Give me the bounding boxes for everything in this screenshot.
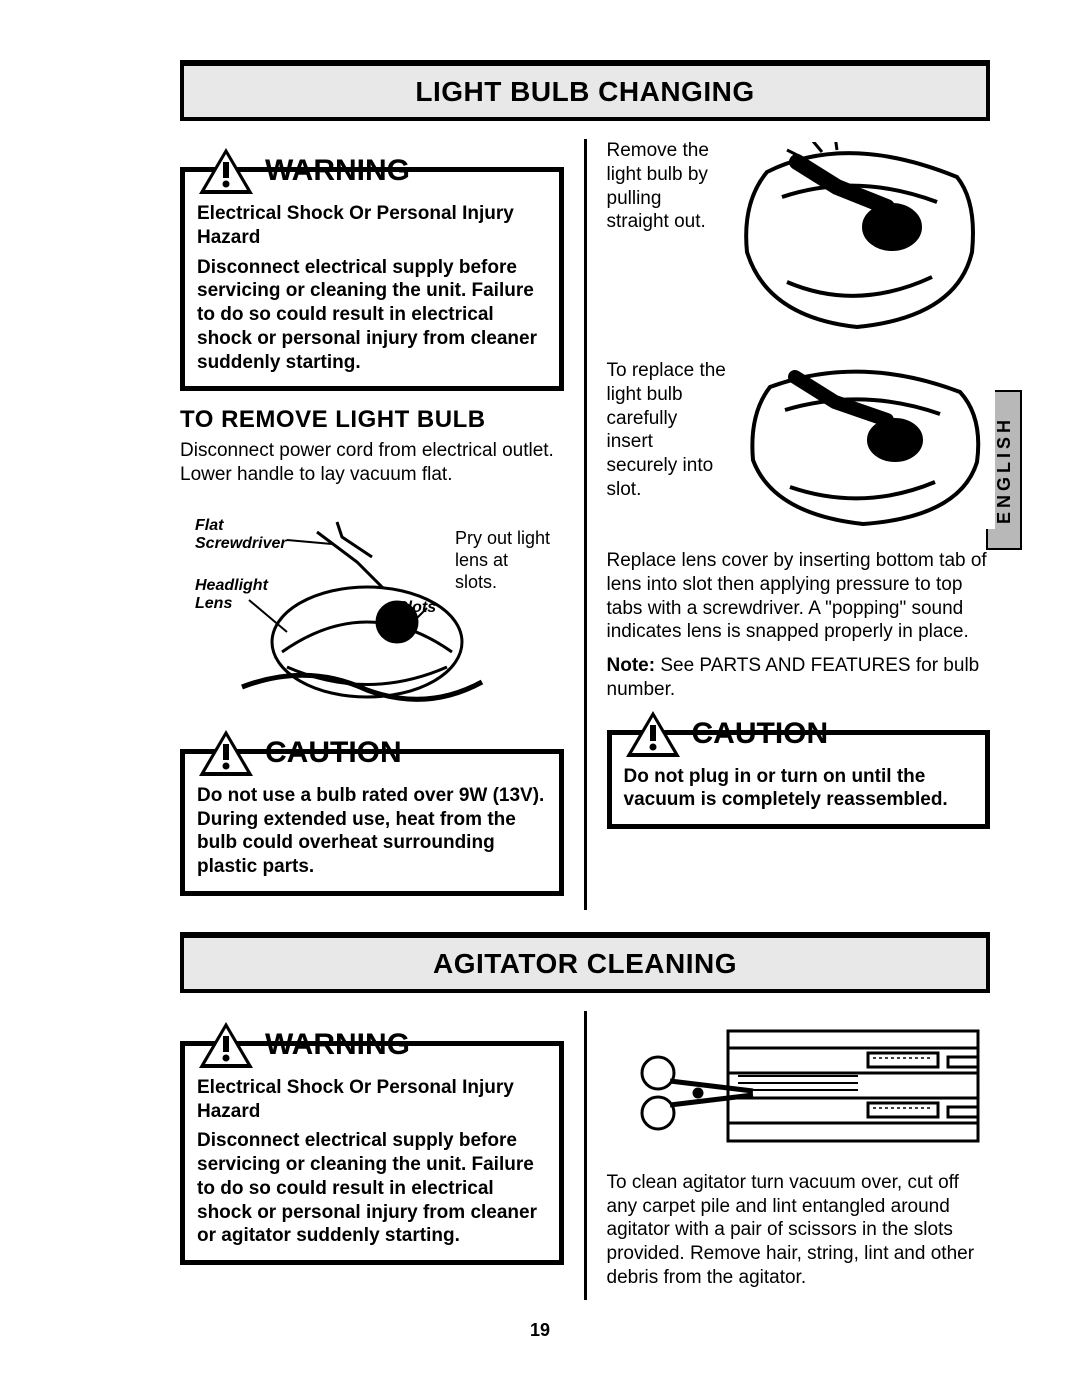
diagram-replace-bulb: [735, 359, 995, 529]
step-remove-bulb: Remove the light bulb by pulling straigh…: [607, 139, 991, 349]
svg-text:Lens: Lens: [195, 595, 232, 612]
svg-text:Flat: Flat: [195, 517, 224, 534]
caution-box-left: CAUTION Do not use a bulb rated over 9W …: [180, 749, 564, 896]
svg-text:Slots: Slots: [397, 599, 436, 616]
step1-text: Remove the light bulb by pulling straigh…: [607, 139, 717, 349]
section2-right-column: To clean agitator turn vacuum over, cut …: [607, 1011, 991, 1300]
section1-columns: WARNING Electrical Shock Or Personal Inj…: [180, 139, 990, 910]
remove-bulb-heading: TO REMOVE LIGHT BULB: [180, 405, 564, 435]
warning-triangle-icon: [197, 146, 255, 196]
remove-bulb-text: Disconnect power cord from electrical ou…: [180, 439, 564, 487]
caution-title-right: CAUTION: [692, 715, 829, 753]
section-header-agitator: AGITATOR CLEANING: [180, 932, 990, 993]
warning-head-2: WARNING: [197, 1020, 547, 1070]
warning-subhead: Electrical Shock Or Personal Injury Haza…: [197, 202, 547, 250]
warning-head: WARNING: [197, 146, 547, 196]
section-header-text: LIGHT BULB CHANGING: [415, 76, 754, 107]
warning-title-2: WARNING: [265, 1026, 410, 1064]
section1-right-column: Remove the light bulb by pulling straigh…: [607, 139, 991, 910]
caution-body-left: Do not use a bulb rated over 9W (13V). D…: [197, 784, 547, 879]
warning-title: WARNING: [265, 152, 410, 190]
caution-body-right: Do not plug in or turn on until the vacu…: [624, 765, 974, 813]
section-header-text-2: AGITATOR CLEANING: [433, 948, 737, 979]
diagram-pry-lens: Flat Screwdriver Headlight Lens Slots Pr…: [180, 497, 564, 717]
step2-text: To replace the light bulb carefully inse…: [607, 359, 727, 539]
column-divider-2: [584, 1011, 587, 1300]
svg-text:Headlight: Headlight: [195, 577, 269, 594]
caution-triangle-icon: [197, 728, 255, 778]
caution-head-left: CAUTION: [197, 728, 547, 778]
svg-text:Pry out light: Pry out light: [455, 528, 550, 548]
caution-head-right: CAUTION: [624, 709, 974, 759]
note-label: Note:: [607, 655, 656, 676]
section2-columns: WARNING Electrical Shock Or Personal Inj…: [180, 1011, 990, 1300]
warning-triangle-icon: [197, 1020, 255, 1070]
section-header-light-bulb: LIGHT BULB CHANGING: [180, 60, 990, 121]
diagram-remove-bulb: [725, 139, 991, 339]
column-divider-1: [584, 139, 587, 910]
diagram-agitator: [607, 1011, 991, 1161]
warning-box-2: WARNING Electrical Shock Or Personal Inj…: [180, 1041, 564, 1265]
warning-subhead-2: Electrical Shock Or Personal Injury Haza…: [197, 1076, 547, 1124]
page-number: 19: [0, 1319, 1080, 1342]
agitator-text: To clean agitator turn vacuum over, cut …: [607, 1171, 991, 1290]
caution-title-left: CAUTION: [265, 734, 402, 772]
note-text: Note: See PARTS AND FEATURES for bulb nu…: [607, 654, 991, 702]
language-tab-label: ENGLISH: [993, 416, 1016, 524]
section1-left-column: WARNING Electrical Shock Or Personal Inj…: [180, 139, 564, 910]
note-body: See PARTS AND FEATURES for bulb number.: [607, 655, 980, 700]
svg-text:slots.: slots.: [455, 572, 497, 592]
svg-text:Screwdriver: Screwdriver: [195, 535, 287, 552]
section2-left-column: WARNING Electrical Shock Or Personal Inj…: [180, 1011, 564, 1300]
step-replace-bulb: To replace the light bulb carefully inse…: [607, 359, 991, 539]
replace-lens-text: Replace lens cover by inserting bottom t…: [607, 549, 991, 644]
warning-box-1: WARNING Electrical Shock Or Personal Inj…: [180, 167, 564, 391]
warning-body-2: Disconnect electrical supply before serv…: [197, 1129, 547, 1248]
svg-text:lens at: lens at: [455, 550, 508, 570]
warning-body: Disconnect electrical supply before serv…: [197, 256, 547, 375]
caution-triangle-icon: [624, 709, 682, 759]
caution-box-right: CAUTION Do not plug in or turn on until …: [607, 730, 991, 830]
